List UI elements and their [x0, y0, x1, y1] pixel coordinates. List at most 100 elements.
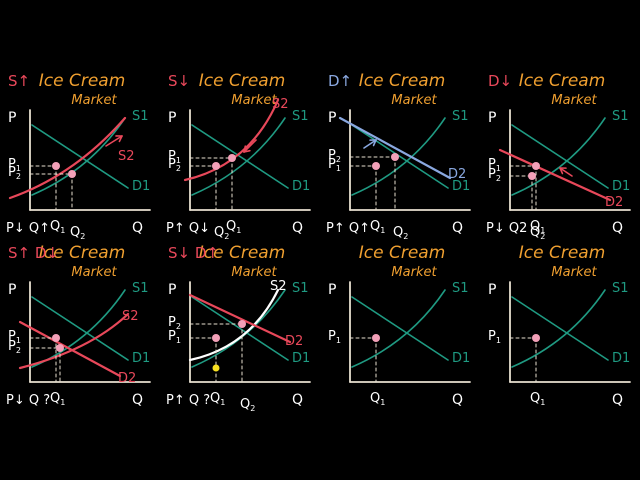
new-equilibrium-point: [391, 153, 399, 161]
demand-curve-d1: [31, 124, 129, 189]
outcome-summary: P↓ Q ?: [6, 393, 50, 408]
new-equilibrium-point: [212, 162, 220, 170]
shift-note: D↓: [488, 72, 512, 90]
outcome-summary: P↑ Q↑: [326, 221, 370, 236]
outcome-summary: P↓ Q2: [486, 221, 527, 236]
panel-title: Ice Cream: [199, 71, 286, 91]
demand-label-d2: D2: [285, 334, 303, 349]
demand-label-d1: D1: [132, 179, 150, 194]
panel-title: Ice Cream: [199, 243, 286, 263]
supply-curve-s1: [351, 289, 446, 368]
panel-subtitle: Market: [551, 265, 597, 280]
shift-arrow-head: [559, 167, 564, 175]
quantity-axis-label: Q: [612, 392, 623, 408]
marker-dot: [212, 364, 220, 372]
demand-label-d1: D1: [612, 351, 630, 366]
shift-arrow-head: [243, 145, 247, 153]
panel-title: Ice Cream: [39, 71, 126, 91]
equilibrium-point: [212, 334, 220, 342]
demand-curve-d1: [31, 296, 129, 361]
panel-subtitle: Market: [231, 265, 277, 280]
supply-label-s2: S2: [122, 309, 139, 324]
shift-arrow-shaft: [243, 139, 257, 153]
demand-curve-d2: [18, 320, 122, 378]
panel-title: Ice Cream: [359, 243, 446, 263]
supply-curve-s1: [191, 117, 286, 196]
demand-curve-d2: [188, 293, 292, 344]
demand-label-d1: D1: [452, 351, 470, 366]
new-equilibrium-point: [238, 320, 246, 328]
panel-subtitle: Market: [71, 265, 117, 280]
shift-arrow-head: [243, 149, 251, 153]
shift-arrow-head: [372, 139, 377, 147]
supply-label-s1: S1: [452, 281, 469, 296]
supply-curve-s2: [183, 98, 280, 182]
quantity-axis-label: Q: [132, 220, 143, 236]
supply-curve-s2: [18, 312, 130, 370]
price-axis-label: P: [488, 110, 496, 126]
shift-arrow-head: [118, 135, 123, 143]
supply-label-s2: S2: [270, 279, 287, 294]
equilibrium-point: [52, 334, 60, 342]
shift-arrow-shaft: [363, 139, 377, 149]
supply-curve-s2: [8, 116, 127, 200]
quantity-axis-label: Q: [132, 392, 143, 408]
demand-curve-d2: [498, 148, 612, 202]
supply-curve-s1: [351, 117, 446, 196]
demand-curve-d1: [191, 124, 289, 189]
supply-curve-s1: [511, 117, 606, 196]
shift-arrow: [559, 167, 573, 177]
price-axis-label: P: [168, 110, 176, 126]
equilibrium-point: [532, 334, 540, 342]
price-axis-label: P: [8, 110, 16, 126]
shift-note: D↑: [328, 72, 352, 90]
quantity-axis-label: Q: [452, 392, 463, 408]
demand-curve-d1: [351, 124, 449, 189]
outcome-summary: P↑ Q↓: [166, 221, 210, 236]
demand-label-d1: D1: [292, 351, 310, 366]
shift-arrow-shaft: [105, 135, 123, 147]
supply-label-s1: S1: [132, 109, 149, 124]
shift-note: S↓: [168, 72, 190, 90]
equilibrium-point: [532, 162, 540, 170]
shift-note: S↑ D↓: [8, 244, 59, 262]
supply-label-s1: S1: [612, 281, 629, 296]
supply-curve-s1: [31, 117, 126, 196]
panel-subtitle: Market: [71, 93, 117, 108]
panel-title: Ice Cream: [519, 71, 606, 91]
shift-note: S↑: [8, 72, 30, 90]
quantity-axis-label: Q: [292, 392, 303, 408]
quantity-axis-label: Q: [292, 220, 303, 236]
shift-arrow: [243, 139, 257, 153]
demand-curve-d1: [191, 296, 289, 361]
demand-curve-d1: [511, 124, 609, 189]
demand-curve-d1: [511, 296, 609, 361]
supply-label-s1: S1: [452, 109, 469, 124]
price-axis-label: P: [168, 282, 176, 298]
panel-subtitle: Market: [551, 93, 597, 108]
supply-label-s1: S1: [132, 281, 149, 296]
demand-curve-d2: [338, 116, 452, 180]
supply-label-s2: S2: [118, 149, 135, 164]
supply-label-s1: S1: [292, 109, 309, 124]
supply-curve-s1: [511, 289, 606, 368]
panel-title: Ice Cream: [519, 243, 606, 263]
demand-label-d2: D2: [118, 371, 136, 386]
new-equilibrium-point: [56, 344, 64, 352]
shift-arrow: [363, 139, 377, 149]
demand-label-d1: D1: [452, 179, 470, 194]
new-equilibrium-point: [68, 170, 76, 178]
equilibrium-point: [228, 154, 236, 162]
supply-label-s1: S1: [292, 281, 309, 296]
outcome-summary: P↓ Q↑: [6, 221, 50, 236]
panel-subtitle: Market: [391, 93, 437, 108]
supply-label-s2: S2: [272, 97, 289, 112]
quantity-axis-label: Q: [612, 220, 623, 236]
demand-label-d1: D1: [132, 351, 150, 366]
shift-note: S↓ D↑: [168, 244, 219, 262]
